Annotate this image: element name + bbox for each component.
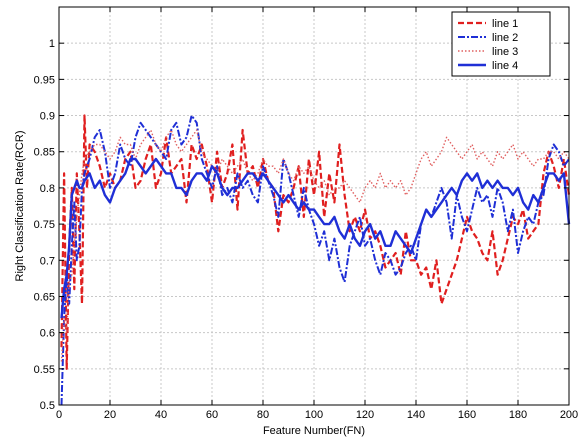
- series-line-4: [60, 157, 571, 319]
- legend-label-3: line 3: [492, 46, 518, 58]
- y-tick-label: 0.6: [40, 328, 55, 340]
- y-tick-label: 0.8: [40, 183, 55, 195]
- x-tick-label: 20: [104, 409, 116, 421]
- y-tick-label: 0.9: [40, 111, 55, 123]
- y-axis-label: Right Classification Rate(RCR): [14, 131, 26, 282]
- x-tick-label: 180: [509, 409, 527, 421]
- y-tick-label: 0.75: [34, 219, 55, 231]
- x-tick-label: 160: [458, 409, 476, 421]
- x-tick-label: 200: [560, 409, 578, 421]
- legend-label-2: line 2: [492, 32, 518, 44]
- x-tick-label: 60: [206, 409, 218, 421]
- y-tick-label: 0.55: [34, 364, 55, 376]
- y-tick-label: 0.65: [34, 291, 55, 303]
- y-tick-label: 0.7: [40, 255, 55, 267]
- axis-ticks: 0 20 40 60 80 100 120 140 160 180 200 0.5 0.55 0.6 0.6…: [34, 7, 578, 421]
- x-tick-label: 100: [305, 409, 323, 421]
- y-tick-label: 1: [49, 38, 55, 50]
- series-lines: [60, 114, 571, 406]
- series-line-2: [60, 114, 570, 406]
- legend-label-4: line 4: [492, 60, 518, 72]
- x-tick-label: 120: [356, 409, 374, 421]
- y-tick-label: 0.85: [34, 147, 55, 159]
- x-axis-label: Feature Number(FN): [263, 425, 365, 437]
- series-line-1: [60, 114, 571, 370]
- x-tick-label: 140: [407, 409, 425, 421]
- y-tick-label: 0.95: [34, 74, 55, 86]
- x-tick-label: 40: [155, 409, 167, 421]
- legend: line 1 line 2 line 3 line 4: [451, 11, 551, 77]
- legend-label-1: line 1: [492, 18, 518, 30]
- x-tick-label: 80: [257, 409, 269, 421]
- series-line-3: [60, 129, 570, 362]
- y-tick-label: 0.5: [40, 400, 55, 412]
- x-tick-label: 0: [56, 409, 62, 421]
